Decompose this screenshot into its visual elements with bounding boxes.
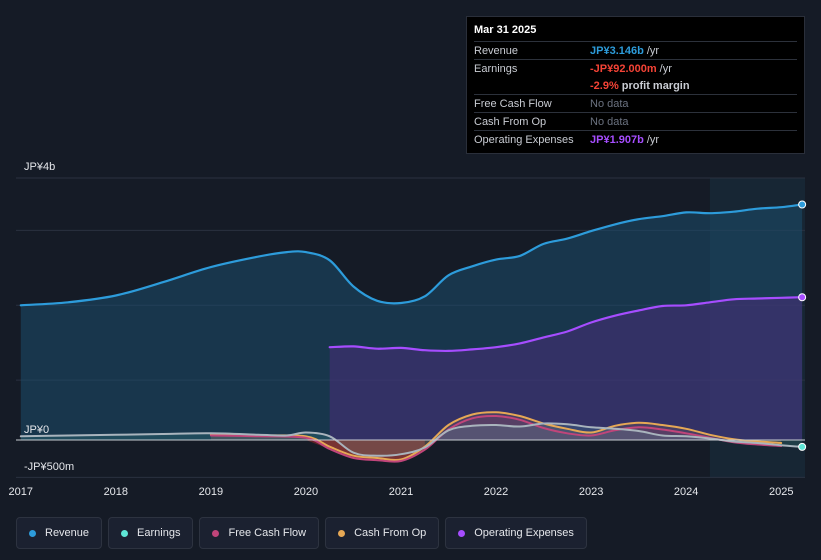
earnings-end-marker — [798, 442, 807, 451]
y-axis-label: JP¥0 — [24, 424, 49, 436]
legend-label: Free Cash Flow — [228, 527, 307, 539]
tooltip-row-revenue: Revenue JP¥3.146b /yr — [474, 41, 797, 59]
tooltip-label: Operating Expenses — [474, 133, 574, 146]
tooltip-label: Revenue — [474, 44, 519, 57]
tooltip-label: Free Cash Flow — [474, 97, 552, 110]
y-axis-label: JP¥4b — [24, 161, 55, 173]
x-tick-label: 2022 — [484, 486, 508, 498]
revenue-dot-icon — [29, 529, 36, 537]
tooltip-value: JP¥3.146b — [590, 44, 644, 57]
legend-item-revenue[interactable]: Revenue — [16, 517, 103, 549]
legend-item-operating-expenses[interactable]: Operating Expenses — [445, 517, 587, 549]
x-tick-label: 2025 — [769, 486, 793, 498]
legend-item-cash-from-op[interactable]: Cash From Op — [325, 517, 440, 549]
tooltip-suffix: /yr — [659, 62, 672, 75]
legend-item-free-cash-flow[interactable]: Free Cash Flow — [199, 517, 320, 549]
tooltip-value: -JP¥92.000m — [590, 62, 657, 75]
legend-label: Revenue — [45, 527, 90, 539]
tooltip-row-opex: Operating Expenses JP¥1.907b /yr — [474, 130, 797, 148]
tooltip-row-fcf: Free Cash Flow No data — [474, 94, 797, 112]
revenue-line — [19, 203, 804, 307]
series-areas — [20, 204, 803, 462]
x-tick-label: 2024 — [674, 486, 698, 498]
x-tick-label: 2021 — [389, 486, 413, 498]
tooltip-label: Cash From Op — [474, 115, 547, 128]
x-tick-label: 2019 — [199, 486, 223, 498]
legend-label: Operating Expenses — [474, 527, 574, 539]
legend-item-earnings[interactable]: Earnings — [108, 517, 194, 549]
cfo-line — [209, 411, 783, 462]
tooltip-suffix: profit margin — [621, 79, 690, 92]
tooltip-suffix: /yr — [646, 133, 660, 146]
x-tick-label: 2023 — [579, 486, 603, 498]
y-axis-labels: JP¥4b JP¥0 -JP¥500m — [24, 161, 74, 473]
tooltip-value: No data — [590, 115, 629, 128]
tooltip-date: Mar 31 2025 — [474, 24, 537, 36]
fcf-loss-area — [305, 440, 425, 462]
tooltip-label: Earnings — [474, 62, 518, 75]
fcf-line — [209, 414, 783, 463]
series-end-markers — [798, 200, 807, 451]
x-tick-label: 2020 — [294, 486, 318, 498]
cfo-dot-icon — [338, 529, 346, 537]
earnings-dot-icon — [121, 529, 129, 537]
tooltip-suffix: /yr — [646, 44, 660, 57]
y-axis-label: -JP¥500m — [24, 461, 74, 473]
data-tooltip: Mar 31 2025 Revenue JP¥3.146b /yr Earnin… — [466, 16, 805, 154]
tooltip-value: JP¥1.907b — [590, 133, 644, 146]
opex-area — [329, 297, 803, 440]
fcf-dot-icon — [212, 529, 220, 537]
chart-legend: Revenue Earnings Free Cash Flow Cash Fro… — [16, 517, 587, 549]
legend-label: Earnings — [137, 527, 181, 539]
opex-dot-icon — [458, 529, 466, 537]
x-tick-label: 2017 — [9, 486, 33, 498]
tooltip-row-cfo: Cash From Op No data — [474, 112, 797, 130]
opex-line — [328, 296, 804, 353]
x-axis-ticks: 2017 2018 2019 2020 2021 2022 2023 2024 2025 — [9, 486, 794, 498]
revenue-end-marker — [798, 200, 807, 209]
tooltip-value: No data — [590, 97, 629, 110]
opex-end-marker — [798, 293, 807, 302]
legend-label: Cash From Op — [354, 527, 427, 539]
x-tick-label: 2018 — [104, 486, 128, 498]
tooltip-row-earnings: Earnings -JP¥92.000m /yr — [474, 59, 797, 77]
tooltip-row-profit-margin: -2.9% profit margin — [474, 77, 797, 94]
tooltip-value: -2.9% — [590, 79, 619, 92]
cfo-area — [210, 412, 782, 461]
earnings-line — [19, 422, 804, 457]
series-lines — [19, 203, 804, 463]
